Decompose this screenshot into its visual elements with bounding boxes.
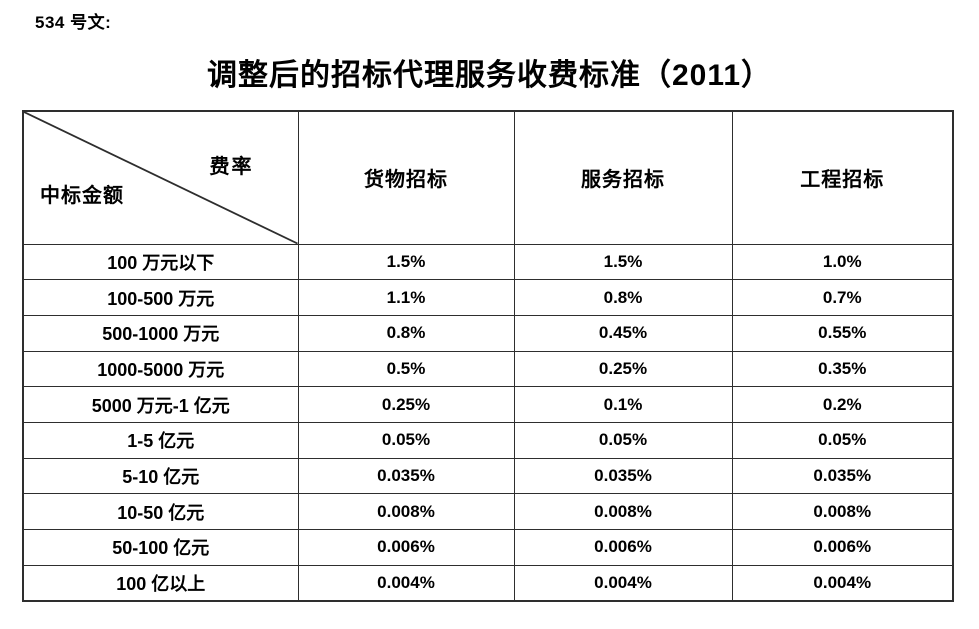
amount-cell: 1000-5000 万元: [22, 350, 299, 388]
rate-cell: 0.55%: [731, 314, 954, 352]
amount-cell: 1-5 亿元: [22, 421, 299, 459]
rate-cell: 1.1%: [297, 279, 515, 316]
header-row: 费率 中标金额 货物招标 服务招标 工程招标: [22, 110, 954, 245]
table-row: 100 万元以下 1.5% 1.5% 1.0%: [22, 243, 954, 281]
rate-cell: 0.45%: [513, 314, 733, 352]
diagonal-corner-cell: 费率 中标金额: [22, 110, 299, 245]
table-row: 5-10 亿元 0.035% 0.035% 0.035%: [22, 457, 954, 495]
rate-cell: 0.006%: [731, 529, 954, 566]
table-row: 500-1000 万元 0.8% 0.45% 0.55%: [22, 314, 954, 352]
corner-label-rate: 费率: [209, 156, 254, 178]
fee-rate-table: 费率 中标金额 货物招标 服务招标 工程招标 100 万元以下 1.5% 1.5% 1…: [22, 110, 954, 602]
table-row: 1000-5000 万元 0.5% 0.25% 0.35%: [22, 350, 954, 388]
rate-cell: 0.004%: [513, 564, 733, 602]
page-title: 调整后的招标代理服务收费标准（2011）: [206, 59, 773, 92]
diagonal-divider-line: [24, 112, 298, 244]
rate-cell: 1.0%: [731, 243, 954, 281]
rate-cell: 0.035%: [731, 457, 954, 495]
rate-cell: 0.8%: [297, 314, 515, 352]
rate-cell: 0.35%: [731, 350, 954, 388]
table-row: 100-500 万元 1.1% 0.8% 0.7%: [22, 279, 954, 316]
rate-cell: 0.7%: [731, 279, 954, 316]
rate-cell: 0.25%: [513, 350, 733, 388]
rate-cell: 0.004%: [731, 564, 954, 602]
rate-cell: 0.008%: [297, 493, 515, 530]
amount-cell: 100-500 万元: [22, 279, 299, 316]
rate-cell: 0.004%: [297, 564, 515, 602]
rate-cell: 0.05%: [513, 421, 733, 459]
rate-cell: 0.006%: [297, 529, 515, 566]
column-header-goods: 货物招标: [297, 110, 515, 245]
amount-cell: 5-10 亿元: [22, 457, 299, 495]
amount-cell: 5000 万元-1 亿元: [22, 386, 299, 423]
rate-cell: 0.008%: [731, 493, 954, 530]
fee-table-body: 100 万元以下 1.5% 1.5% 1.0% 100-500 万元 1.1% 0.8% 0.…: [22, 243, 954, 602]
rate-cell: 0.8%: [513, 279, 733, 316]
table-row: 50-100 亿元 0.006% 0.006% 0.006%: [22, 529, 954, 566]
table-row: 100 亿以上 0.004% 0.004% 0.004%: [22, 564, 954, 602]
rate-cell: 0.2%: [731, 386, 954, 423]
rate-cell: 0.5%: [297, 350, 515, 388]
amount-cell: 500-1000 万元: [22, 314, 299, 352]
table-row: 10-50 亿元 0.008% 0.008% 0.008%: [22, 493, 954, 530]
doc-number-label: 534 号文:: [35, 13, 112, 32]
rate-cell: 0.05%: [297, 421, 515, 459]
table-header: 费率 中标金额 货物招标 服务招标 工程招标: [22, 110, 954, 245]
corner-label-amount: 中标金额: [40, 184, 124, 207]
column-header-engineering: 工程招标: [731, 110, 954, 245]
table-row: 5000 万元-1 亿元 0.25% 0.1% 0.2%: [22, 386, 954, 423]
amount-cell: 100 万元以下: [22, 243, 299, 281]
amount-cell: 10-50 亿元: [22, 493, 299, 530]
rate-cell: 0.008%: [513, 493, 733, 530]
rate-cell: 0.25%: [297, 386, 515, 423]
rate-cell: 1.5%: [513, 243, 733, 281]
amount-cell: 50-100 亿元: [22, 529, 299, 566]
rate-cell: 0.035%: [297, 457, 515, 495]
column-header-service: 服务招标: [513, 110, 733, 245]
rate-cell: 1.5%: [297, 243, 515, 281]
rate-cell: 0.035%: [513, 457, 733, 495]
amount-cell: 100 亿以上: [22, 564, 299, 602]
rate-cell: 0.1%: [513, 386, 733, 423]
rate-cell: 0.006%: [513, 529, 733, 566]
table-row: 1-5 亿元 0.05% 0.05% 0.05%: [22, 421, 954, 459]
rate-cell: 0.05%: [731, 421, 954, 459]
